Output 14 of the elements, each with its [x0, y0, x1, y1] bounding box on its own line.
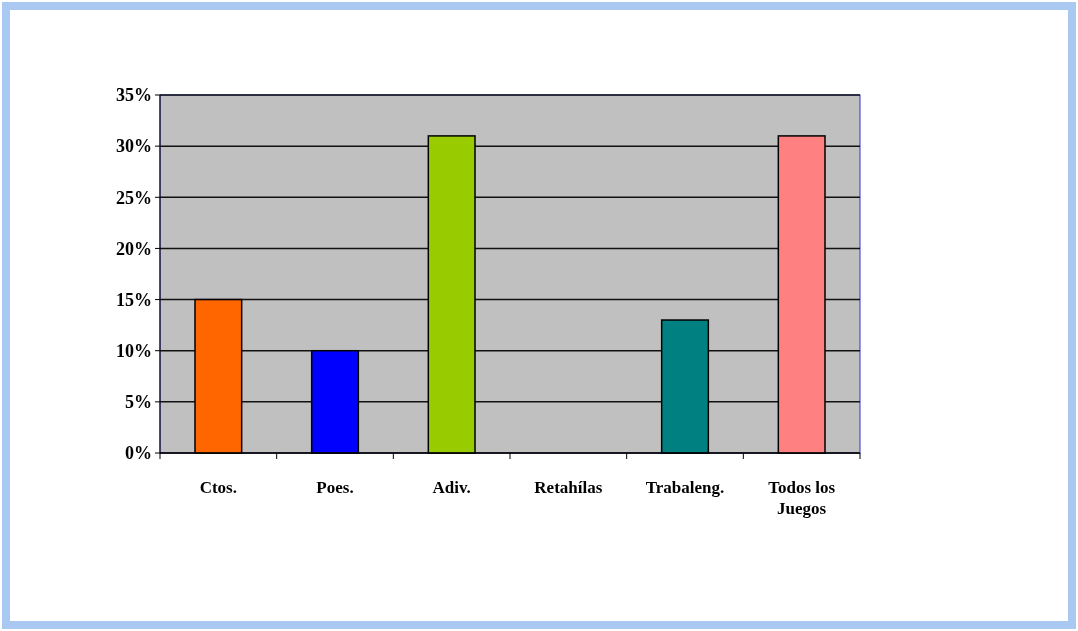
y-tick-label: 25% [116, 187, 152, 208]
y-tick-label: 0% [125, 443, 152, 464]
x-tick-label: Poes. [316, 478, 354, 497]
x-tick-label: Todos los Juegos [768, 478, 836, 518]
y-tick-label: 15% [116, 289, 152, 310]
y-tick-label: 35% [116, 85, 152, 106]
y-tick-label: 20% [116, 238, 152, 259]
y-tick-label: 30% [116, 136, 152, 157]
x-tick-label: Ctos. [199, 478, 237, 497]
x-tick-label: Adiv. [432, 478, 471, 497]
x-tick-label: Trabaleng. [645, 478, 725, 497]
y-tick-label: 10% [116, 341, 152, 362]
y-tick-label: 5% [125, 392, 152, 413]
x-tick-label: Retahílas [534, 478, 603, 497]
